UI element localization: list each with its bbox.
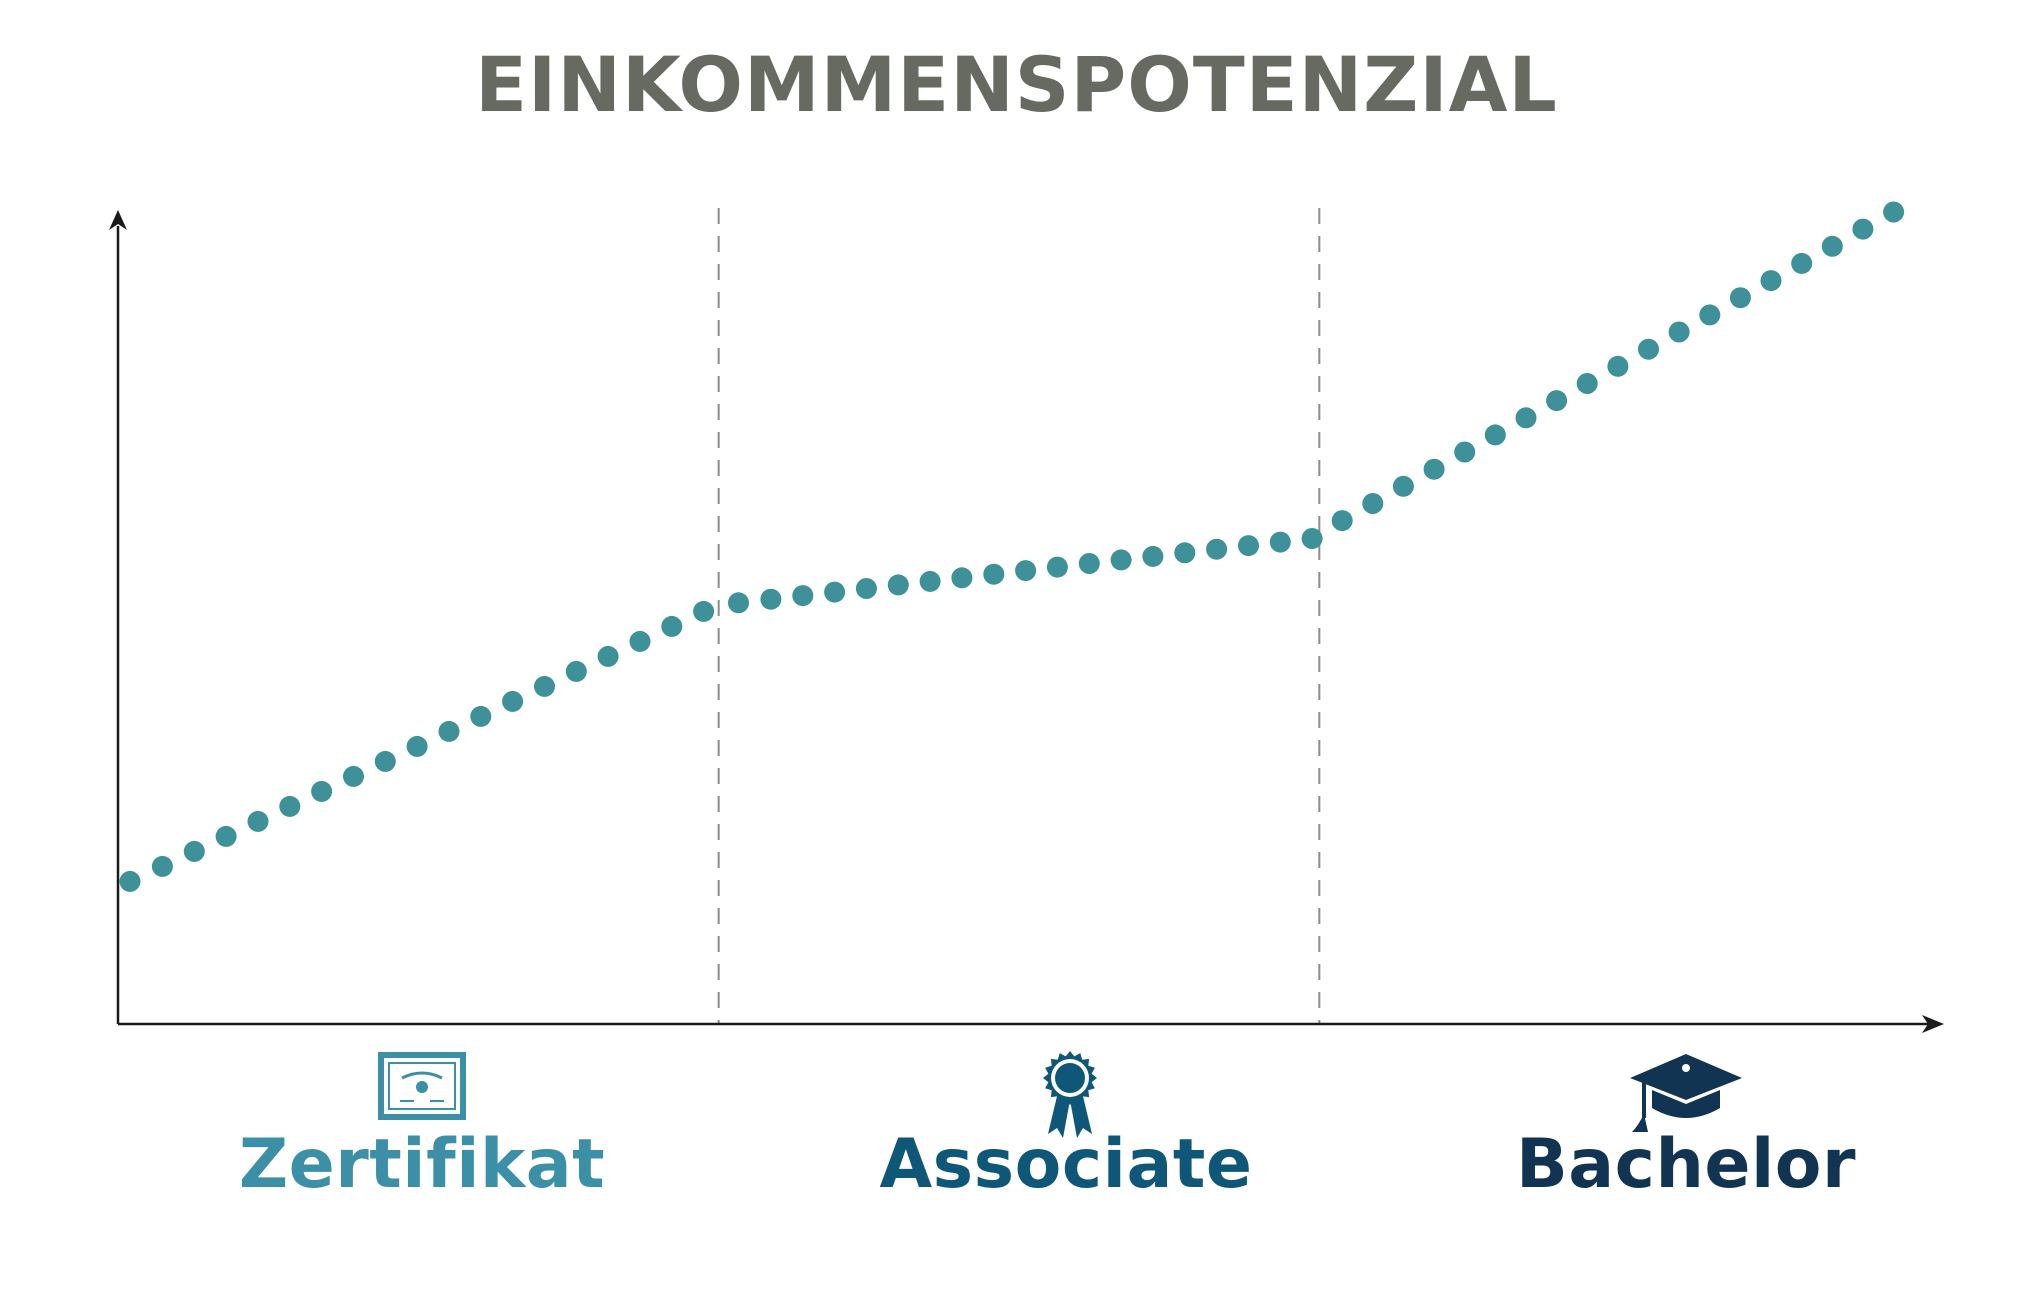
- x-axis-arrow: [1922, 1015, 1944, 1033]
- data-point: [1852, 218, 1874, 240]
- data-point: [728, 592, 749, 614]
- data-point: [1883, 201, 1905, 223]
- data-point: [629, 630, 651, 652]
- data-point: [1576, 373, 1598, 394]
- data-point: [597, 645, 619, 667]
- data-point: [1821, 235, 1843, 257]
- data-points: [119, 201, 1905, 892]
- data-point: [1392, 475, 1414, 497]
- data-point: [919, 570, 941, 592]
- data-point: [183, 840, 205, 862]
- data-point: [279, 795, 301, 817]
- category-label-bachelor: Bachelor: [1515, 1125, 1857, 1204]
- data-point: [1760, 270, 1782, 292]
- data-point: [470, 705, 492, 727]
- data-point: [887, 574, 909, 596]
- data-point: [343, 765, 364, 787]
- data-point: [1546, 390, 1568, 412]
- y-axis-arrow: [109, 210, 127, 230]
- data-point: [760, 588, 782, 610]
- data-point: [1142, 545, 1164, 567]
- data-point: [824, 581, 846, 603]
- data-point: [1668, 321, 1690, 343]
- award-ribbon-icon: [1043, 1051, 1097, 1138]
- data-point: [311, 780, 333, 802]
- data-point: [1699, 304, 1721, 326]
- data-point: [119, 870, 141, 892]
- certificate-icon: [378, 1052, 466, 1120]
- category-dividers: [717, 208, 1321, 1024]
- data-point: [247, 810, 269, 832]
- data-point: [374, 750, 396, 772]
- data-point: [1301, 528, 1323, 549]
- data-point: [1238, 535, 1259, 557]
- category-label-zertifikat: Zertifikat: [238, 1125, 606, 1204]
- data-point: [1423, 458, 1445, 480]
- data-point: [438, 720, 460, 742]
- data-point: [502, 690, 524, 712]
- data-point: [1607, 355, 1629, 377]
- data-point: [1174, 542, 1196, 564]
- data-point: [855, 578, 877, 599]
- data-point: [1269, 531, 1291, 553]
- chart-axes: [109, 210, 1944, 1033]
- data-point: [151, 855, 173, 877]
- data-point: [1046, 556, 1068, 578]
- graduation-cap-icon: [1630, 1054, 1742, 1132]
- data-point: [983, 563, 1005, 585]
- data-point: [1110, 549, 1132, 571]
- data-point: [1078, 553, 1100, 574]
- data-point: [534, 675, 555, 697]
- data-point: [1331, 510, 1353, 532]
- data-point: [1791, 252, 1813, 274]
- data-point: [693, 600, 715, 622]
- data-point: [792, 585, 814, 607]
- category-label-associate: Associate: [879, 1125, 1253, 1204]
- data-point: [1515, 407, 1537, 429]
- data-point: [951, 567, 973, 589]
- data-point: [565, 660, 587, 682]
- data-point: [1206, 538, 1228, 560]
- data-point: [215, 825, 237, 847]
- data-point: [1638, 338, 1659, 360]
- data-point: [1729, 287, 1751, 309]
- data-point: [1362, 493, 1384, 514]
- data-point: [1484, 424, 1506, 446]
- data-point: [406, 735, 428, 757]
- chart-title: EINKOMMENSPOTENZIAL: [475, 40, 1558, 129]
- data-point: [661, 615, 683, 637]
- data-point: [1015, 560, 1037, 582]
- data-point: [1454, 441, 1476, 463]
